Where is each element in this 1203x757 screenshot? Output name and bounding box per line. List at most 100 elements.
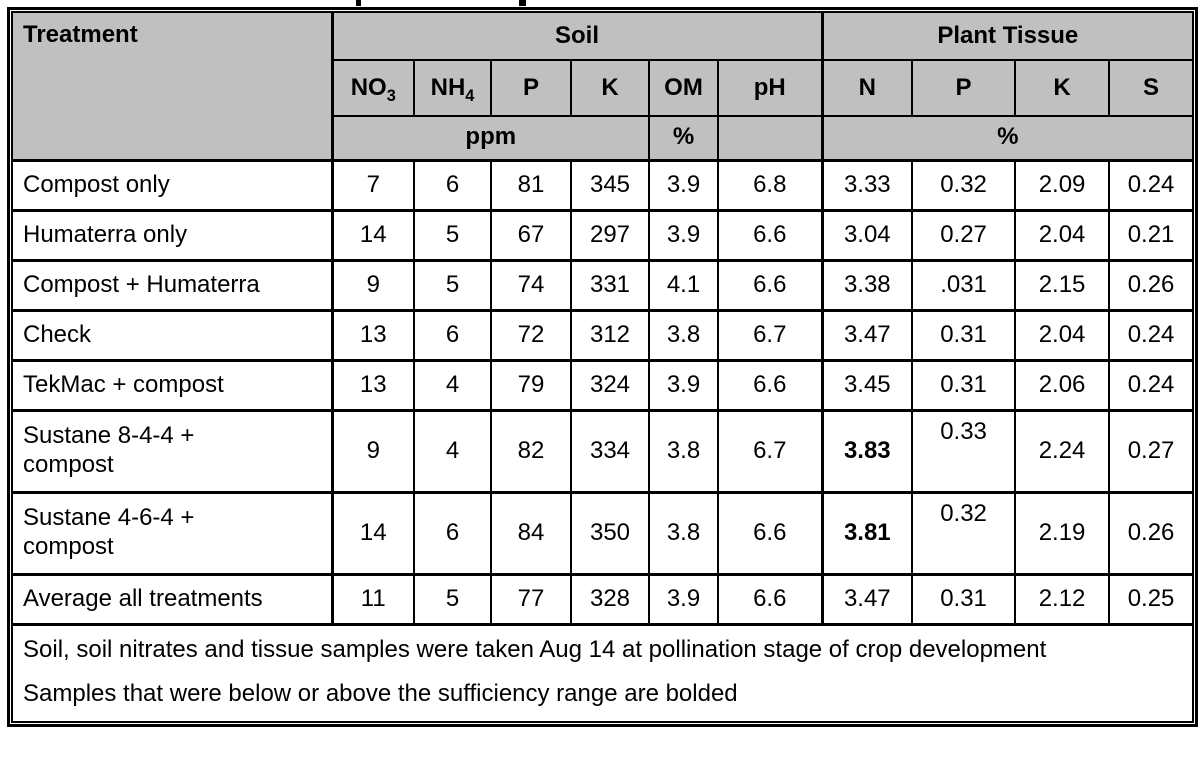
data-cell: 0.32	[911, 158, 1017, 211]
data-cell: 3.04	[820, 208, 914, 261]
data-cell: 6.7	[716, 308, 824, 361]
data-cell: 2.19	[1014, 490, 1111, 575]
units-ph-blank	[716, 115, 824, 161]
data-cell: 6	[413, 490, 492, 575]
data-cell: 6	[413, 158, 492, 211]
column-header-soil-k: K	[570, 59, 650, 117]
subscript: 4	[465, 86, 475, 105]
subscript: 3	[386, 86, 396, 105]
data-cell: 0.27	[1108, 408, 1195, 493]
data-cell: 2.06	[1014, 358, 1111, 411]
data-cell: 3.8	[648, 490, 719, 575]
table-row: Sustane 8-4-4 + compost 9 4 82 334 3.8 6…	[11, 408, 1195, 493]
column-header-tissue-s: S	[1108, 59, 1195, 117]
data-cell: 324	[570, 358, 650, 411]
data-cell: 3.8	[648, 408, 719, 493]
footnote-cell: Soil, soil nitrates and tissue samples w…	[10, 622, 1195, 724]
table-row: TekMac + compost 13 4 79 324 3.9 6.6 3.4…	[11, 358, 1195, 411]
table-row: Check 13 6 72 312 3.8 6.7 3.47 0.31 2.04…	[11, 308, 1195, 361]
data-cell: 13	[330, 308, 415, 361]
data-cell: 79	[490, 358, 572, 411]
data-cell: 84	[490, 490, 572, 575]
plant-tissue-group-header: Plant Tissue	[820, 11, 1195, 61]
soil-group-header: Soil	[330, 11, 824, 61]
column-header-no3: NO3	[330, 59, 415, 117]
data-cell: 3.45	[820, 358, 914, 411]
data-cell: 0.24	[1108, 158, 1195, 211]
data-cell: 0.25	[1108, 572, 1195, 625]
treatment-cell: Humaterra only	[11, 208, 333, 261]
data-cell: 3.47	[820, 308, 914, 361]
column-header-label: NH	[430, 73, 466, 101]
column-header-om: OM	[648, 59, 719, 117]
data-cell: 0.21	[1108, 208, 1195, 261]
data-cell: 0.26	[1108, 258, 1195, 311]
data-cell: 0.24	[1108, 358, 1195, 411]
data-cell: 312	[570, 308, 650, 361]
data-cell: 0.31	[911, 308, 1017, 361]
header-columns-row: NO3 NH4 P K OM pH N P K S	[12, 59, 1195, 117]
data-cell: 3.33	[820, 158, 914, 211]
column-header-tissue-k: K	[1014, 59, 1111, 117]
data-cell: 2.04	[1014, 208, 1111, 261]
treatment-cell: Average all treatments	[11, 572, 333, 625]
data-cell: .031	[911, 258, 1017, 311]
data-cell: 6.6	[716, 490, 824, 575]
data-cell: 2.04	[1014, 308, 1111, 361]
data-cell: 350	[570, 490, 650, 575]
data-cell: 0.27	[911, 208, 1017, 261]
column-header-ph: pH	[716, 59, 824, 117]
treatment-cell: Compost + Humaterra	[11, 258, 333, 311]
data-cell: 9	[330, 258, 415, 311]
data-cell: 2.24	[1014, 408, 1111, 493]
data-cell: 14	[330, 490, 415, 575]
units-om-percent: %	[648, 115, 719, 161]
data-cell: 72	[490, 308, 572, 361]
data-cell: 3.9	[648, 158, 719, 211]
data-cell-bold-outlier: 3.81	[820, 490, 914, 575]
data-cell: 5	[413, 208, 492, 261]
data-cell: 5	[413, 258, 492, 311]
column-header-nh4: NH4	[413, 59, 492, 117]
table-row: Sustane 4-6-4 + compost 14 6 84 350 3.8 …	[11, 490, 1195, 575]
data-cell: 9	[330, 408, 415, 493]
data-cell: 6.8	[716, 158, 824, 211]
data-cell: 14	[330, 208, 415, 261]
footnote-sampling: Soil, soil nitrates and tissue samples w…	[23, 635, 1047, 663]
table-row: Compost only 7 6 81 345 3.9 6.8 3.33 0.3…	[11, 158, 1195, 211]
data-cell: 6.7	[716, 408, 824, 493]
treatment-cell: Sustane 4-6-4 + compost	[11, 490, 333, 575]
soil-plant-tissue-table: Treatment Soil Plant Tissue NO3 NH4 P K …	[10, 11, 1195, 724]
footnote-row: Soil, soil nitrates and tissue samples w…	[10, 622, 1195, 724]
data-cell: 3.8	[648, 308, 719, 361]
table-row: Humaterra only 14 5 67 297 3.9 6.6 3.04 …	[11, 208, 1195, 261]
data-cell: 328	[570, 572, 650, 625]
data-cell: 4.1	[648, 258, 719, 311]
data-cell: 4	[413, 358, 492, 411]
soil-plant-tissue-table-wrapper: Treatment Soil Plant Tissue NO3 NH4 P K …	[7, 7, 1199, 728]
table-row: Compost + Humaterra 9 5 74 331 4.1 6.6 3…	[11, 258, 1195, 311]
data-cell: 297	[570, 208, 650, 261]
units-tissue-percent: %	[820, 115, 1195, 161]
treatment-cell: TekMac + compost	[11, 358, 333, 411]
data-cell: 331	[570, 258, 650, 311]
data-cell: 82	[490, 408, 572, 493]
data-cell: 3.9	[648, 208, 719, 261]
data-cell: 0.32	[911, 490, 1017, 575]
data-cell: 6	[413, 308, 492, 361]
data-cell: 0.26	[1108, 490, 1195, 575]
treatment-cell: Sustane 8-4-4 + compost	[11, 408, 333, 493]
header-units-row: ppm % %	[12, 115, 1195, 161]
data-cell: 11	[330, 572, 415, 625]
cropped-text-artifact	[356, 0, 361, 6]
data-cell: 67	[490, 208, 572, 261]
data-cell: 6.6	[716, 208, 824, 261]
data-cell: 2.15	[1014, 258, 1111, 311]
data-cell: 0.33	[911, 408, 1017, 493]
data-cell: 3.9	[648, 572, 719, 625]
footnote-bolded: Samples that were below or above the suf…	[23, 680, 738, 708]
treatment-cell: Check	[11, 308, 333, 361]
data-cell: 6.6	[716, 258, 824, 311]
data-cell: 5	[413, 572, 492, 625]
data-cell: 13	[330, 358, 415, 411]
